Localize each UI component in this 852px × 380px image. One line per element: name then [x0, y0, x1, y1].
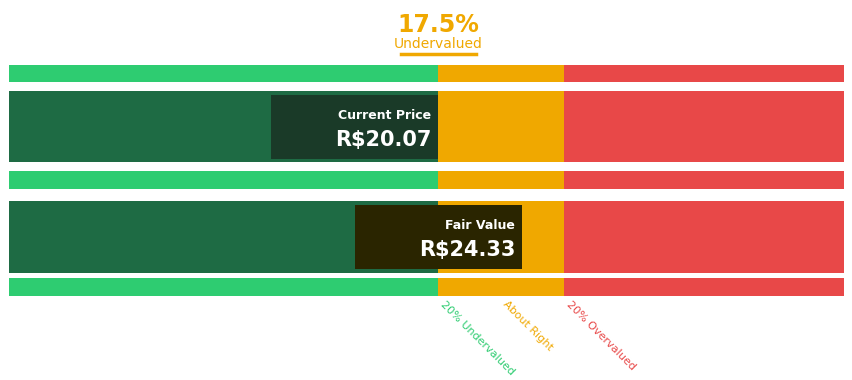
Bar — [438, 278, 564, 296]
Text: Undervalued: Undervalued — [394, 37, 482, 51]
Bar — [438, 171, 564, 189]
Text: 17.5%: 17.5% — [397, 13, 479, 37]
Text: 20% Overvalued: 20% Overvalued — [564, 299, 636, 372]
Text: 20% Undervalued: 20% Undervalued — [438, 299, 515, 377]
Bar — [564, 91, 843, 163]
Bar — [564, 171, 843, 189]
Bar — [9, 91, 438, 163]
Bar — [438, 91, 564, 163]
Bar — [564, 278, 843, 296]
Text: Current Price: Current Price — [338, 109, 431, 122]
Bar — [9, 171, 438, 189]
Text: R$20.07: R$20.07 — [335, 130, 431, 150]
FancyBboxPatch shape — [271, 95, 438, 159]
Text: R$24.33: R$24.33 — [418, 240, 515, 260]
Bar — [564, 201, 843, 272]
Bar — [9, 65, 438, 82]
Bar — [438, 65, 564, 82]
Bar — [9, 201, 438, 272]
Text: Fair Value: Fair Value — [445, 219, 515, 232]
Bar — [564, 65, 843, 82]
Bar — [438, 201, 564, 272]
Text: About Right: About Right — [501, 299, 555, 353]
Bar — [9, 278, 438, 296]
FancyBboxPatch shape — [354, 205, 521, 269]
